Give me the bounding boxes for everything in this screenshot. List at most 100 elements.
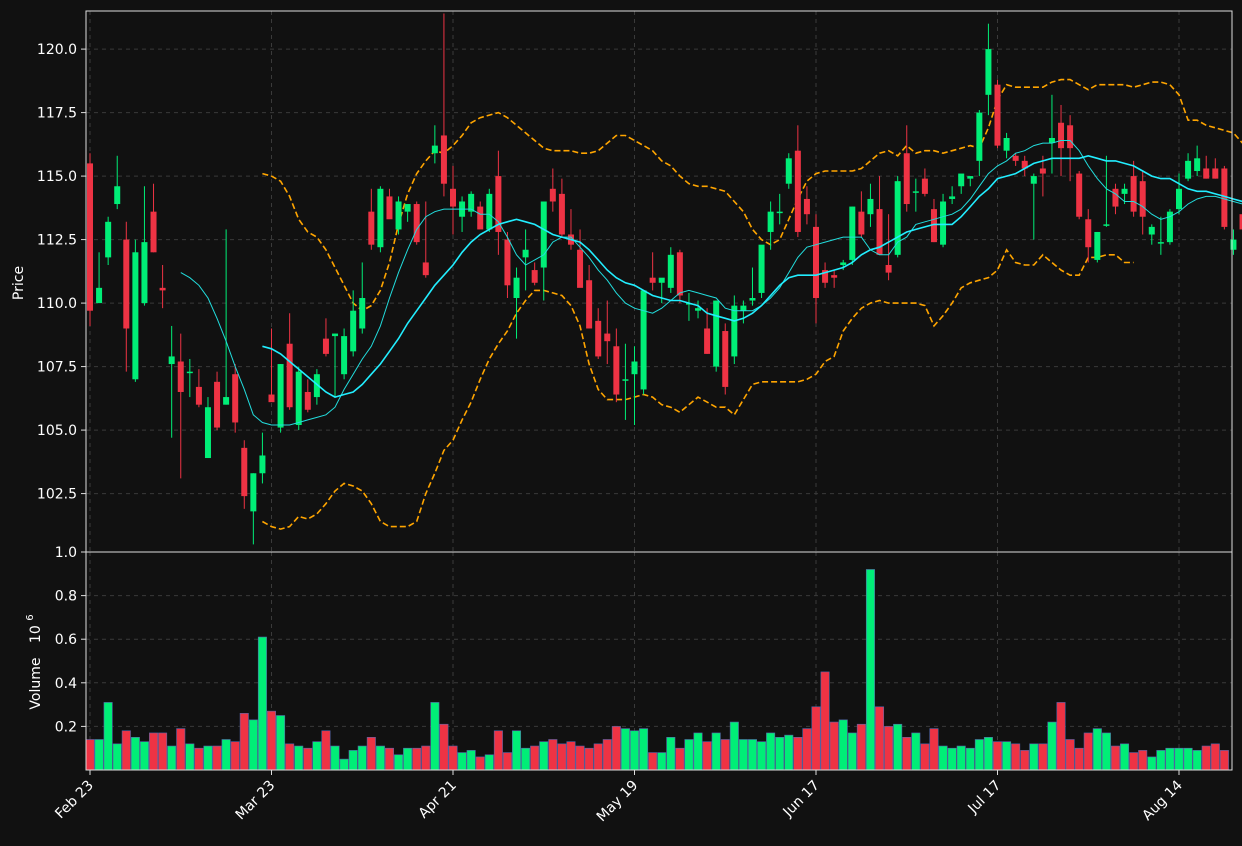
candle-body [223,397,229,405]
volume-bar [422,746,430,770]
volume-bar [676,748,684,770]
volume-bar [1011,744,1019,770]
volume-bar [113,744,121,770]
candle-body [804,199,810,214]
volume-bar [367,737,375,770]
candle-body [151,212,157,253]
candle-body [296,372,302,425]
volume-bar [839,720,847,770]
volume-bar [930,729,938,770]
volume-bar [322,731,330,770]
candle-body [604,334,610,342]
candle-body [441,135,447,183]
volume-bar [975,739,983,770]
candle-body [559,194,565,235]
candle-body [1031,176,1037,184]
volume-bar [521,748,529,770]
volume-bar [394,755,402,770]
volume-tick-label: 0.2 [55,719,77,735]
volume-bar [866,569,874,770]
candle-body [650,278,656,283]
candle-body [641,290,647,389]
candle-body [160,288,166,291]
candle-body [214,382,220,428]
candle-body [205,407,211,458]
candle-body [132,252,138,379]
candle-body [586,280,592,328]
volume-tick-label: 0.4 [55,676,77,692]
price-tick-label: 120.0 [37,42,77,58]
candle-body [967,176,973,179]
candle-body [1158,242,1164,244]
candle-body [1058,123,1064,148]
volume-bar [1202,746,1210,770]
candle-body [985,49,991,95]
volume-bar [821,672,829,770]
volume-bar [1139,750,1147,770]
volume-bar [167,746,175,770]
volume-bar [1193,750,1201,770]
candle-body [178,362,184,392]
volume-bar [658,753,666,770]
candle-body [713,301,719,367]
candle-body [659,278,665,283]
volume-bar [1039,744,1047,770]
volume-bar [494,731,502,770]
volume-bar [358,746,366,770]
volume-bar [1220,750,1228,770]
volume-bar [576,746,584,770]
volume-bar [848,733,856,770]
candle-body [278,364,284,427]
price-tick-label: 112.5 [37,233,77,249]
volume-tick-label: 0.8 [55,589,77,605]
volume-bar [1166,748,1174,770]
volume-bar [122,731,130,770]
volume-bar [1148,757,1156,770]
candle-body [250,473,256,511]
candle-body [341,336,347,374]
candle-body [759,245,765,293]
volume-bar [1075,748,1083,770]
volume-bar [585,748,593,770]
volume-bar [875,707,883,770]
candle-body [1040,168,1046,173]
volume-bar [612,726,620,770]
candle-body [504,240,510,286]
volume-bar [340,759,348,770]
volume-bar [86,739,94,770]
volume-bar [313,742,321,770]
volume-bar [149,733,157,770]
candle-body [414,204,420,242]
volume-bar [177,729,185,770]
price-tick-label: 117.5 [37,106,77,122]
volume-bar [1175,748,1183,770]
volume-bar [703,742,711,770]
candle-body [886,265,892,273]
volume-bar [440,724,448,770]
volume-bar [1030,744,1038,770]
candle-body [749,298,755,301]
volume-bar [766,733,774,770]
volume-bar [794,737,802,770]
volume-bar [195,748,203,770]
volume-tick-label: 0.6 [55,632,77,648]
candle-body [1185,161,1191,179]
volume-bar [476,757,484,770]
volume-bar [258,637,266,770]
candle-body [1103,224,1109,226]
volume-bar [984,737,992,770]
candle-body [595,321,601,357]
candle-body [731,306,737,357]
candle-body [1203,168,1209,178]
candle-body [405,204,411,212]
candle-body [813,227,819,298]
candle-body [1140,181,1146,217]
price-axis-label: Price [11,266,27,300]
candle-body [523,250,529,258]
candle-body [323,339,329,354]
candle-body [768,212,774,232]
volume-bar [213,746,221,770]
candle-body [477,207,483,230]
candle-body [831,275,837,278]
volume-bar [921,744,929,770]
